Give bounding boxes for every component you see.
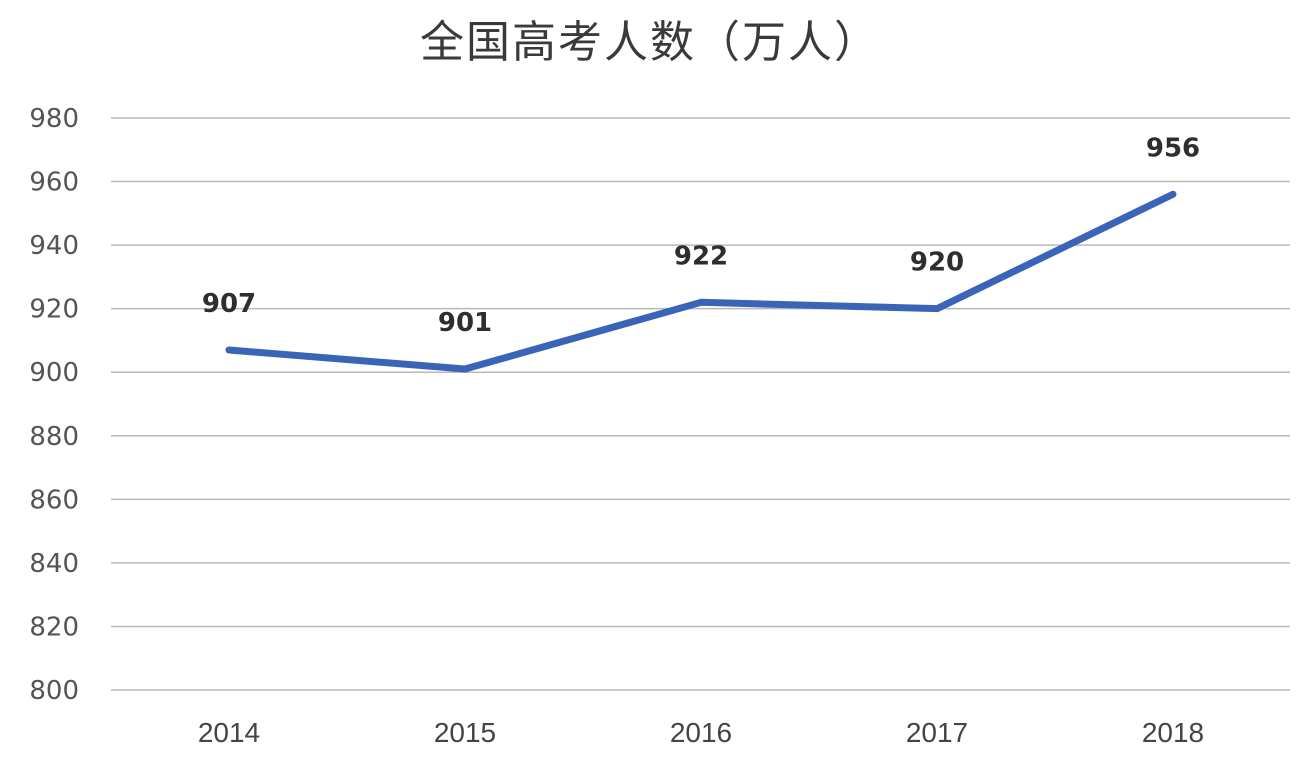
x-tick-label: 2015: [434, 717, 496, 748]
y-tick-label: 960: [29, 168, 79, 198]
data-label: 922: [674, 241, 728, 271]
y-tick-label: 980: [29, 104, 79, 134]
x-tick-label: 2018: [1142, 717, 1204, 748]
data-label: 901: [438, 308, 492, 338]
x-axis-labels: 2014 2015 2016 2017 2018: [198, 717, 1204, 748]
data-label: 920: [910, 248, 964, 278]
y-tick-label: 940: [29, 231, 79, 261]
y-tick-label: 840: [29, 549, 79, 579]
data-label: 907: [202, 289, 256, 319]
y-tick-label: 800: [29, 676, 79, 706]
y-axis-labels: 980 960 940 920 900 880 860 840 820 800: [29, 104, 79, 706]
data-labels: 907 901 922 920 956: [202, 133, 1200, 338]
y-tick-label: 900: [29, 358, 79, 388]
y-tick-label: 920: [29, 295, 79, 325]
x-tick-label: 2016: [670, 717, 732, 748]
y-tick-label: 860: [29, 485, 79, 515]
x-tick-label: 2014: [198, 717, 260, 748]
data-label: 956: [1146, 133, 1200, 163]
gridlines: [111, 117, 1290, 691]
chart-title: 全国高考人数（万人）: [420, 17, 880, 68]
y-tick-label: 880: [29, 422, 79, 452]
series-line: [225, 190, 1177, 373]
y-tick-label: 820: [29, 612, 79, 642]
x-tick-label: 2017: [906, 717, 968, 748]
